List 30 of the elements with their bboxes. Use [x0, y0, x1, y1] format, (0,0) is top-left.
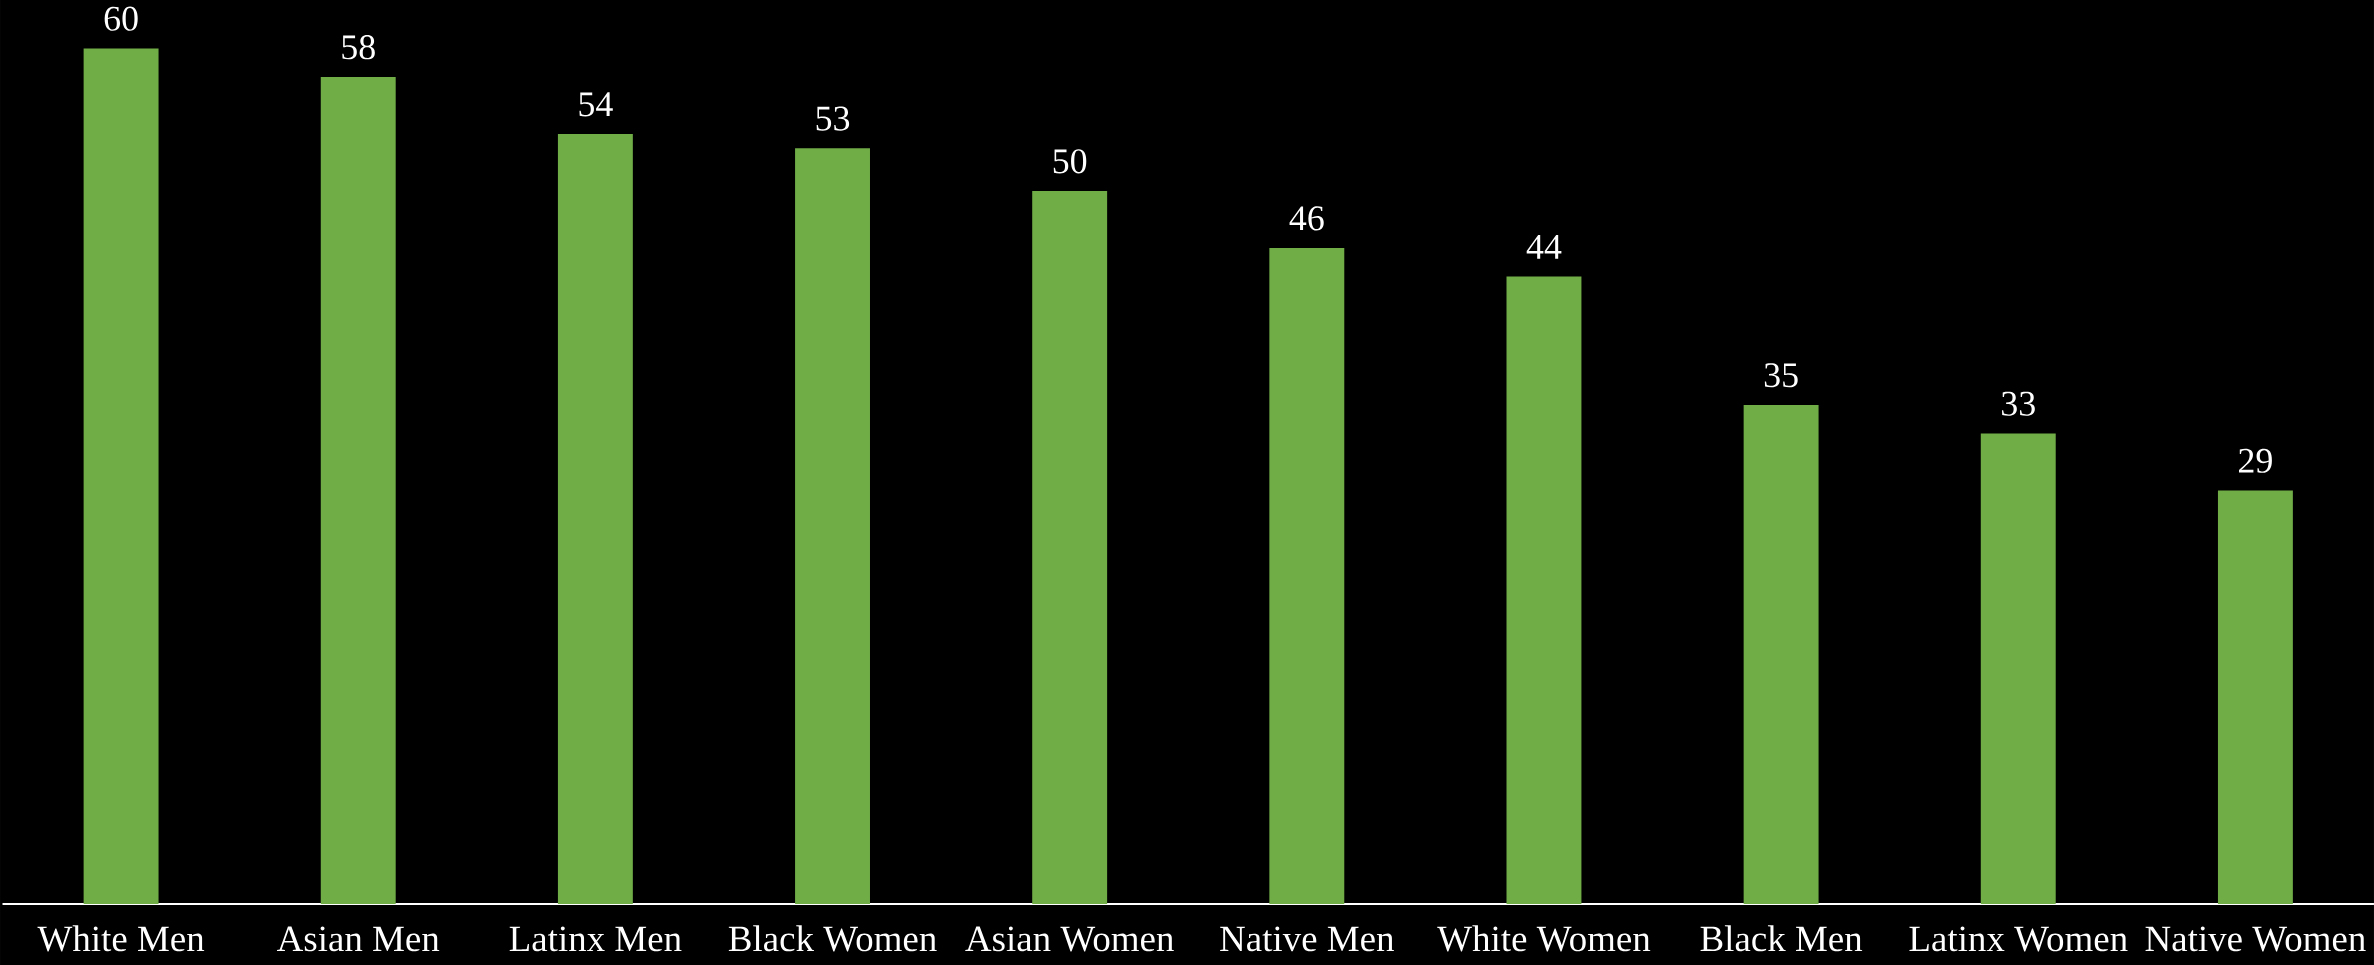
bar — [1506, 276, 1582, 905]
x-tick-label: Latinx Men — [509, 926, 682, 952]
data-label: 60 — [104, 6, 138, 31]
data-label: 44 — [1526, 234, 1562, 259]
bar — [83, 48, 159, 905]
data-label: 50 — [1053, 149, 1087, 174]
bar — [1743, 404, 1819, 905]
bar — [1032, 191, 1108, 905]
data-label: 54 — [579, 92, 613, 117]
data-label: 46 — [1289, 206, 1324, 231]
data-label: 29 — [2239, 448, 2272, 473]
x-tick-label: Asian Women — [965, 926, 1174, 952]
bar — [320, 77, 396, 905]
data-label: 53 — [816, 106, 850, 131]
x-tick-label: White Men — [37, 925, 205, 952]
x-tick-label: Black Women — [728, 925, 937, 952]
bar — [1269, 248, 1345, 905]
data-label: 33 — [2002, 391, 2035, 416]
bar — [795, 148, 870, 905]
data-label: 58 — [342, 35, 375, 60]
x-tick-label: White Women — [1437, 925, 1651, 952]
x-tick-label: Latinx Women — [1909, 926, 2128, 952]
bar — [1980, 433, 2056, 905]
x-tick-label: Native Women — [2145, 926, 2366, 952]
x-tick-label: Black Men — [1700, 925, 1863, 952]
bar — [2217, 490, 2293, 905]
x-tick-label: Native Men — [1220, 926, 1394, 952]
data-label: 35 — [1764, 363, 1798, 388]
bar — [557, 134, 633, 905]
x-tick-label: Asian Men — [276, 926, 440, 952]
